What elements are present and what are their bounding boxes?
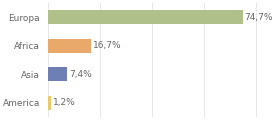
Text: 7,4%: 7,4% [69,70,92,79]
Text: 74,7%: 74,7% [245,13,273,22]
Text: 1,2%: 1,2% [53,98,76,107]
Bar [48,96,51,110]
Text: 16,7%: 16,7% [94,41,122,50]
Bar [48,67,67,81]
Bar [48,39,91,53]
Bar [48,10,242,24]
